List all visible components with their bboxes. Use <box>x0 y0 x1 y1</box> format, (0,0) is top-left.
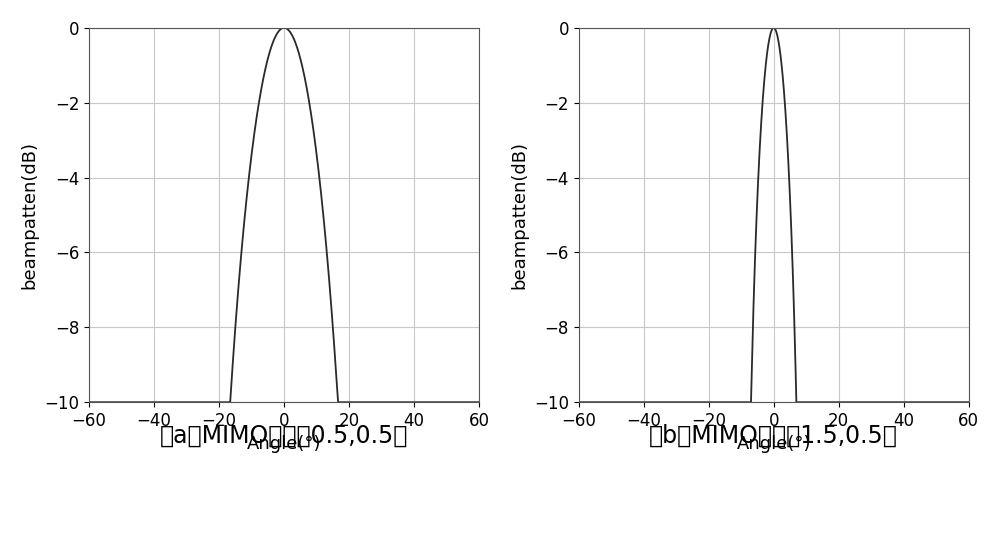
Text: （b）MIMO雷达（1.5,0.5）: （b）MIMO雷达（1.5,0.5） <box>649 424 898 448</box>
X-axis label: Angle(°): Angle(°) <box>736 436 811 453</box>
Text: （a）MIMO雷达（0.5,0.5）: （a）MIMO雷达（0.5,0.5） <box>160 424 408 448</box>
Y-axis label: beampatten(dB): beampatten(dB) <box>21 141 39 289</box>
Y-axis label: beampatten(dB): beampatten(dB) <box>510 141 528 289</box>
X-axis label: Angle(°): Angle(°) <box>247 436 321 453</box>
